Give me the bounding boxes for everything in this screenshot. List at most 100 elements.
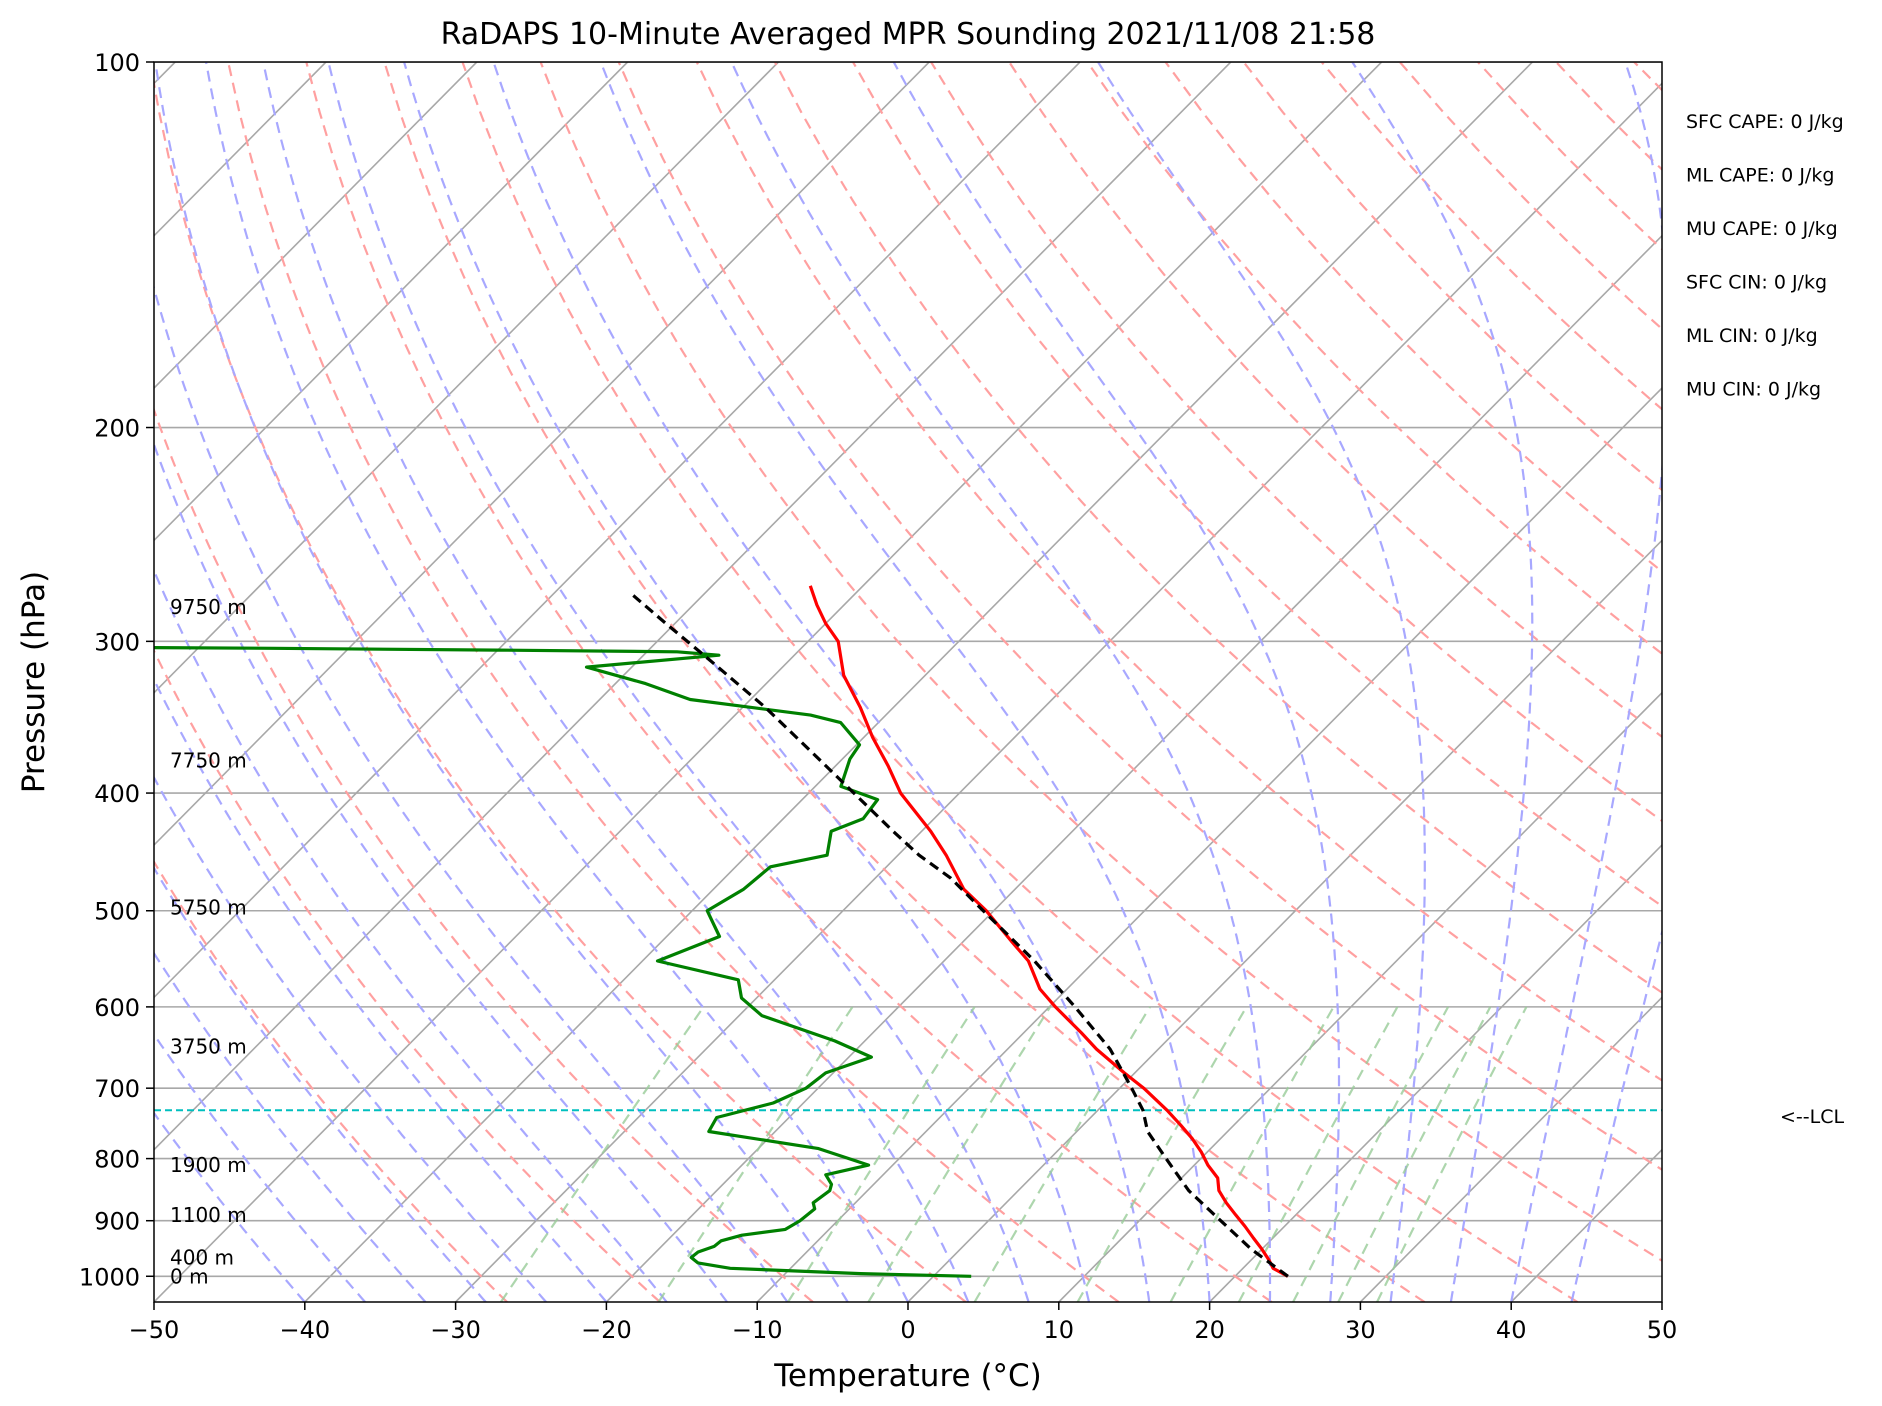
x-axis-label: Temperature (°C): [773, 1358, 1042, 1394]
temperature-profile-line: [808, 585, 1289, 1278]
moist-adiabat-line: [154, 62, 849, 1302]
height-label: 7750 m: [170, 748, 247, 772]
moist-adiabat-line: [262, 62, 970, 1302]
mixing-ratio-line: [973, 1006, 1151, 1302]
lcl-label: <--LCL: [1780, 1106, 1844, 1128]
y-tick-label: 800: [94, 1146, 140, 1174]
isotherm-line: [154, 62, 930, 847]
mixing-ratio-line: [1076, 1006, 1248, 1302]
x-tick-label: −50: [129, 1316, 180, 1344]
isotherm-line: [455, 82, 1662, 1302]
moist-adiabat-line: [1351, 62, 1534, 1302]
mixing-ratio-line: [787, 1006, 976, 1302]
isotherm-line: [907, 539, 1662, 1302]
dry-adiabat-line: [1164, 62, 1662, 573]
height-label: 1100 m: [170, 1203, 247, 1227]
isotherm-line: [154, 62, 1383, 1302]
x-tick-label: 20: [1194, 1316, 1225, 1344]
moist-adiabat-line: [154, 677, 608, 1302]
moist-adiabat-line: [154, 567, 668, 1302]
dry-adiabat-line: [305, 62, 1273, 1302]
height-label: 5750 m: [170, 896, 247, 920]
moist-adiabat-line: [154, 865, 487, 1302]
dry-adiabat-line: [154, 77, 967, 1302]
moist-adiabat-line: [1510, 62, 1662, 1302]
stability-annotation: MU CIN: 0 J/kg: [1686, 379, 1821, 401]
dry-adiabat-line: [930, 62, 1662, 823]
stability-annotation: MU CAPE: 0 J/kg: [1686, 218, 1838, 240]
dry-adiabat-line: [154, 648, 661, 1302]
dry-adiabat-line: [227, 62, 1120, 1302]
x-tick-label: 10: [1044, 1316, 1075, 1344]
y-axis-label: Pressure (hPa): [16, 571, 52, 793]
isotherm-line: [154, 62, 1232, 1151]
height-label: 3750 m: [170, 1035, 247, 1059]
parcel-profile-line: [632, 594, 1289, 1278]
dry-adiabat-line: [154, 859, 508, 1302]
mixing-ratio-line: [1376, 1006, 1528, 1302]
height-label: 1900 m: [170, 1153, 247, 1177]
isotherm-line: [1058, 691, 1662, 1302]
x-tick-label: 30: [1345, 1316, 1376, 1344]
x-tick-label: 0: [900, 1316, 915, 1344]
dry-adiabat-line: [539, 62, 1662, 1262]
stability-annotation: ML CIN: 0 J/kg: [1686, 325, 1818, 347]
dry-adiabat-line: [154, 406, 814, 1302]
dry-adiabat-line: [383, 62, 1426, 1302]
y-tick-label: 900: [94, 1208, 140, 1236]
mixing-ratio-line: [1237, 1006, 1399, 1302]
x-tick-label: −20: [581, 1316, 632, 1344]
isotherm-line: [154, 62, 478, 390]
moist-adiabat-line: [154, 775, 547, 1302]
dry-adiabat-line: [617, 62, 1662, 1171]
moist-adiabat-line: [1570, 928, 1662, 1302]
moist-adiabat-line: [327, 62, 1030, 1302]
mixing-ratio-line: [499, 1006, 705, 1302]
moist-adiabat-line: [154, 951, 427, 1302]
mixing-ratio-line: [1292, 1006, 1450, 1302]
isotherm-line: [154, 62, 779, 694]
isotherm-line: [1359, 996, 1662, 1302]
chart-title: RaDAPS 10-Minute Averaged MPR Sounding 2…: [441, 17, 1376, 52]
dry-adiabat-line: [1086, 62, 1662, 655]
isotherm-line: [154, 62, 1081, 999]
height-label: 400 m: [170, 1245, 234, 1269]
y-tick-label: 500: [94, 898, 140, 926]
x-tick-label: −10: [732, 1316, 783, 1344]
mixing-ratio-line: [657, 1006, 854, 1302]
height-label: 0 m: [170, 1264, 209, 1288]
mixing-ratio-line: [1169, 1006, 1335, 1302]
y-tick-label: 600: [94, 994, 140, 1022]
dry-adiabat-line: [695, 62, 1662, 1082]
moist-adiabat-line: [154, 284, 789, 1302]
mixing-ratio-line: [1337, 1006, 1492, 1302]
moist-adiabat-line: [205, 62, 909, 1302]
mixing-ratio-line: [867, 1006, 1052, 1302]
x-tick-label: −30: [430, 1316, 481, 1344]
moist-adiabat-line: [154, 1111, 306, 1302]
isotherm-line: [605, 234, 1662, 1302]
isotherm-line: [304, 62, 1533, 1302]
x-tick-label: −40: [279, 1316, 330, 1344]
dry-adiabat-line: [461, 62, 1579, 1302]
dewpoint-profile-line: [154, 646, 972, 1278]
y-tick-label: 200: [94, 415, 140, 443]
y-tick-label: 700: [94, 1075, 140, 1103]
y-tick-label: 400: [94, 780, 140, 808]
moist-adiabat-line: [492, 62, 1151, 1302]
moist-adiabat-line: [154, 1032, 366, 1302]
stability-annotation: ML CAPE: 0 J/kg: [1686, 165, 1834, 187]
stability-annotation: SFC CAPE: 0 J/kg: [1686, 111, 1844, 133]
isotherm-line: [1209, 843, 1662, 1302]
isotherm-line: [154, 62, 629, 542]
stability-annotation: SFC CIN: 0 J/kg: [1686, 272, 1827, 294]
y-tick-label: 100: [94, 49, 140, 77]
moist-adiabat-line: [403, 62, 1091, 1302]
x-tick-label: 40: [1496, 1316, 1527, 1344]
height-label: 9750 m: [170, 595, 247, 619]
moist-adiabat-line: [1097, 62, 1426, 1302]
y-tick-label: 300: [94, 628, 140, 656]
y-tick-label: 1000: [79, 1263, 140, 1291]
moist-adiabat-line: [154, 441, 728, 1302]
